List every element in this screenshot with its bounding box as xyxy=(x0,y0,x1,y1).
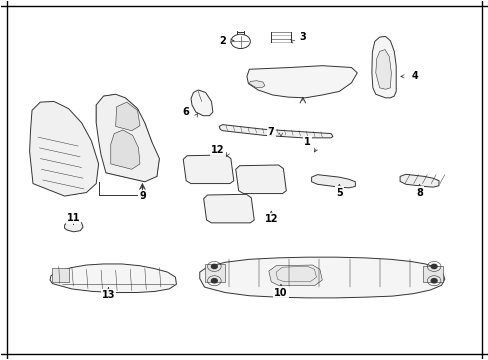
Text: 4: 4 xyxy=(410,71,417,81)
Circle shape xyxy=(430,264,436,269)
Polygon shape xyxy=(371,36,395,98)
Text: 8: 8 xyxy=(415,188,422,198)
Polygon shape xyxy=(399,174,438,187)
Polygon shape xyxy=(203,194,254,223)
Text: 11: 11 xyxy=(66,212,80,222)
Text: 3: 3 xyxy=(299,32,305,42)
Text: 5: 5 xyxy=(335,188,342,198)
Polygon shape xyxy=(311,175,355,188)
Polygon shape xyxy=(268,265,322,285)
Polygon shape xyxy=(204,264,224,282)
Polygon shape xyxy=(183,155,233,184)
Text: 7: 7 xyxy=(267,127,274,137)
Polygon shape xyxy=(191,90,212,116)
Polygon shape xyxy=(111,130,140,169)
Polygon shape xyxy=(249,81,264,88)
Text: 9: 9 xyxy=(139,191,145,201)
Polygon shape xyxy=(219,125,332,138)
Polygon shape xyxy=(116,102,140,131)
Text: 10: 10 xyxy=(274,288,287,297)
Circle shape xyxy=(211,279,217,283)
Polygon shape xyxy=(200,257,444,298)
Polygon shape xyxy=(64,220,83,232)
Polygon shape xyxy=(235,165,286,194)
Text: 1: 1 xyxy=(304,138,310,148)
Text: 12: 12 xyxy=(264,214,277,224)
Polygon shape xyxy=(375,50,390,89)
Polygon shape xyxy=(30,102,99,196)
Polygon shape xyxy=(246,66,357,98)
Text: 6: 6 xyxy=(183,107,189,117)
Text: 2: 2 xyxy=(219,36,225,46)
Circle shape xyxy=(211,264,217,269)
Polygon shape xyxy=(423,266,442,282)
Polygon shape xyxy=(50,264,176,293)
Text: 13: 13 xyxy=(102,290,115,300)
Polygon shape xyxy=(52,267,69,282)
Polygon shape xyxy=(96,94,159,182)
Text: 12: 12 xyxy=(211,145,224,155)
Circle shape xyxy=(430,279,436,283)
